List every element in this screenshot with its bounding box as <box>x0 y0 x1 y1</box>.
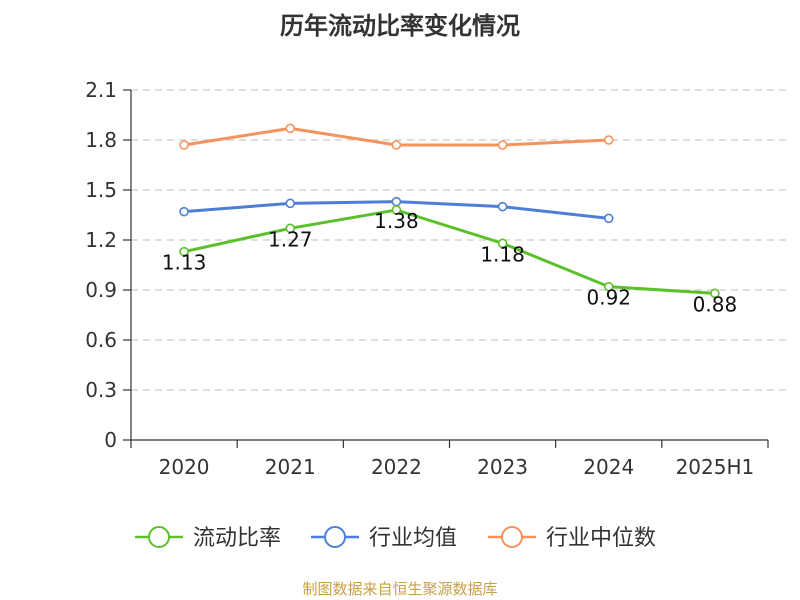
data-point <box>603 213 614 224</box>
data-point <box>710 288 720 299</box>
data-point <box>391 196 402 207</box>
y-tick-label: 1.2 <box>85 228 117 252</box>
data-label: 1.13 <box>162 251 207 275</box>
legend: 流动比率 行业均值 行业中位数 <box>135 526 656 551</box>
data-point <box>391 140 402 150</box>
legend-item-0[interactable]: 流动比率 <box>135 526 281 551</box>
legend-item-1[interactable]: 行业均值 <box>311 526 457 551</box>
data-point <box>497 140 508 150</box>
data-point <box>179 206 189 217</box>
chart-title: 历年流动比率变化情况 <box>280 12 520 40</box>
series-line-0 <box>183 208 716 295</box>
data-labels: 1.13 1.27 1.38 1.18 0.92 0.88 <box>162 209 737 316</box>
legend-item-2[interactable]: 行业中位数 <box>488 526 656 551</box>
data-point <box>603 135 614 145</box>
x-tick-label: 2022 <box>371 455 422 479</box>
data-point <box>285 198 296 209</box>
data-label: 1.38 <box>374 209 419 233</box>
data-point <box>391 205 402 215</box>
series-lines <box>183 126 716 295</box>
x-tick-label: 2021 <box>265 455 316 479</box>
legend-label: 行业中位数 <box>546 526 656 551</box>
legend-marker <box>501 526 523 548</box>
axes: 0 0.3 0.6 0.9 1.2 1.5 1.8 2.1 2020 2021 2022 2023 20… <box>85 78 769 479</box>
data-label: 0.92 <box>586 286 631 310</box>
x-tick-label: 2024 <box>583 455 634 479</box>
legend-label: 流动比率 <box>193 526 281 551</box>
y-tick-label: 0.9 <box>85 278 117 302</box>
y-tick-label: 1.5 <box>85 178 117 202</box>
x-tick-label: 2023 <box>477 455 528 479</box>
y-tick-label: 0.3 <box>85 378 117 402</box>
data-point <box>497 201 508 212</box>
data-point <box>179 246 189 257</box>
data-point <box>285 123 296 134</box>
legend-marker <box>148 526 170 548</box>
data-point <box>179 140 189 150</box>
legend-marker <box>324 526 346 548</box>
legend-label: 行业均值 <box>369 526 457 551</box>
y-tick-label: 0 <box>104 428 117 452</box>
source-note: 制图数据来自恒生聚源数据库 <box>302 580 498 598</box>
y-tick-label: 1.8 <box>85 128 117 152</box>
x-tick-label: 2020 <box>159 455 210 479</box>
data-label: 0.88 <box>693 292 738 316</box>
series-points <box>179 123 720 299</box>
x-tick-label: 2025H1 <box>676 455 755 479</box>
y-tick-label: 0.6 <box>85 328 117 352</box>
data-point <box>285 223 296 234</box>
data-label: 1.18 <box>480 242 525 266</box>
grid-lines <box>131 89 790 391</box>
y-tick-label: 2.1 <box>85 78 117 102</box>
data-label: 1.27 <box>268 227 313 251</box>
data-point <box>603 281 614 292</box>
data-point <box>497 238 508 249</box>
